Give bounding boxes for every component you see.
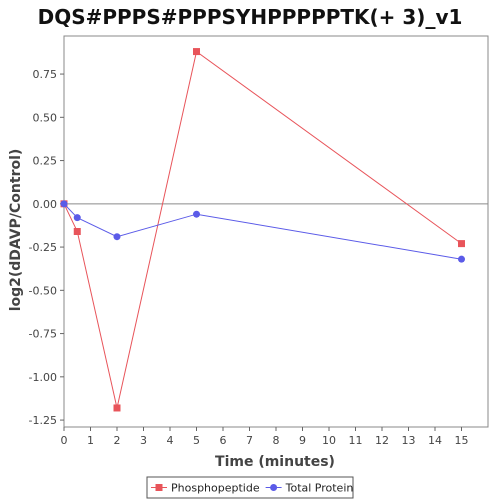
data-point-total-protein bbox=[458, 255, 465, 263]
x-tick-label: 12 bbox=[375, 434, 389, 447]
x-tick-label: 15 bbox=[455, 434, 469, 447]
x-tick-label: 5 bbox=[193, 434, 200, 447]
data-point-total-protein bbox=[113, 233, 121, 241]
x-axis-label: Time (minutes) bbox=[215, 454, 335, 470]
legend-label-phosphopeptide: Phosphopeptide bbox=[171, 482, 260, 495]
y-tick-label: 0.75 bbox=[33, 68, 58, 81]
data-point-total-protein bbox=[73, 214, 81, 222]
x-tick-label: 0 bbox=[61, 434, 68, 447]
x-tick-label: 13 bbox=[402, 434, 416, 447]
x-tick-label: 9 bbox=[299, 434, 306, 447]
x-tick-label: 7 bbox=[246, 434, 253, 447]
series-layer bbox=[60, 48, 465, 412]
x-tick-label: 14 bbox=[428, 434, 442, 447]
data-point-phosphopeptide bbox=[113, 404, 121, 412]
y-tick-label: -0.25 bbox=[29, 241, 57, 254]
legend-marker-total-protein bbox=[270, 484, 278, 491]
x-tick-label: 2 bbox=[114, 434, 121, 447]
x-tick-label: 3 bbox=[140, 434, 147, 447]
data-point-total-protein bbox=[193, 210, 200, 218]
x-tick-label: 10 bbox=[322, 434, 336, 447]
data-point-phosphopeptide bbox=[193, 48, 200, 56]
data-point-phosphopeptide bbox=[73, 228, 81, 235]
data-point-total-protein bbox=[60, 200, 68, 208]
y-tick-label: -0.50 bbox=[29, 284, 57, 297]
legend: Phosphopeptide Total Protein bbox=[146, 476, 354, 499]
x-tick-label: 1 bbox=[87, 434, 94, 447]
axes-layer: -1.25 -1.00 -0.75 -0.50 -0.25 0.00 0.25 0.50 0.7… bbox=[29, 68, 469, 447]
plot-area bbox=[63, 35, 489, 428]
legend-box bbox=[146, 476, 354, 499]
y-tick-label: -0.75 bbox=[29, 328, 57, 341]
legend-label-total-protein: Total Protein bbox=[285, 482, 354, 495]
y-tick-label: -1.00 bbox=[29, 371, 57, 384]
y-tick-label: 0.50 bbox=[33, 111, 58, 124]
chart-title: DQS#PPPS#PPPSYHPPPPPTK(+ 3)_v1 bbox=[38, 5, 463, 29]
x-tick-label: 11 bbox=[349, 434, 363, 447]
x-tick-label: 8 bbox=[273, 434, 280, 447]
y-tick-label: 0.00 bbox=[33, 198, 58, 211]
plot-frame bbox=[63, 35, 489, 428]
x-tick-label: 6 bbox=[220, 434, 227, 447]
y-tick-label: 0.25 bbox=[33, 155, 58, 168]
x-tick-label: 4 bbox=[167, 434, 174, 447]
y-axis-label: log2(dDAVP/Control) bbox=[8, 149, 24, 312]
data-point-phosphopeptide bbox=[458, 240, 465, 248]
y-tick-label: -1.25 bbox=[29, 414, 57, 427]
legend-marker-phosphopeptide bbox=[155, 484, 163, 491]
